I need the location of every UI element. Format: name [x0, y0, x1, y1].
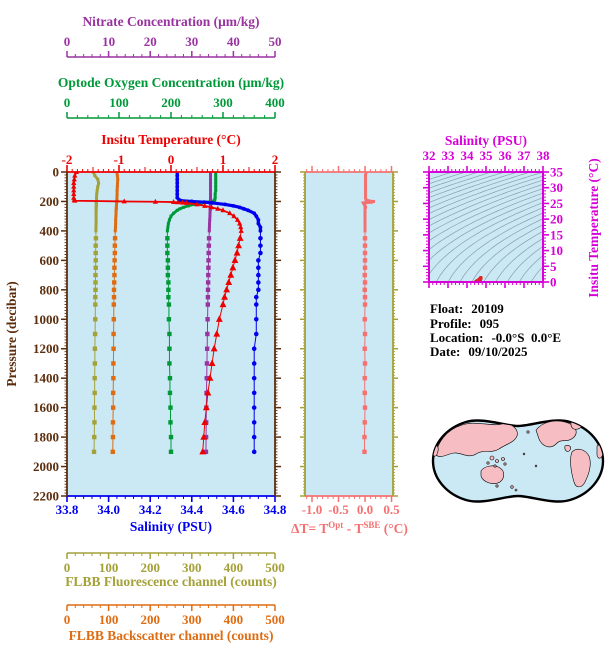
nitrate-ruler: 0 10 20 30 40 50 — [64, 34, 282, 58]
tick-label: 0 — [64, 612, 71, 627]
tick-label: 400 — [265, 95, 285, 110]
profile-curves — [71, 172, 263, 455]
ts-salinity-title: Salinity (PSU) — [445, 133, 527, 148]
tick-label: 5 — [550, 259, 557, 274]
main-profile-plot: -2 -1 0 1 2 33.8 34.0 34.2 34.4 34.6 34.8 0 200 400 60… — [33, 152, 287, 517]
info-location: Location: -0.0°S 0.0°E — [430, 330, 561, 345]
tick-label: 2 — [272, 152, 279, 167]
nitrate-axis-title: Nitrate Concentration (μm/kg) — [82, 14, 259, 29]
backscatter-ruler: 0 100 200 300 400 500 — [64, 604, 285, 627]
tick-label: 100 — [99, 560, 119, 575]
world-map — [431, 419, 605, 503]
tick-label: -1.0 — [302, 502, 323, 517]
tick-label: 50 — [269, 34, 282, 49]
tick-label: 0 — [64, 95, 71, 110]
info-date: Date: 09/10/2025 — [430, 344, 528, 359]
tick-label: 0 — [168, 152, 175, 167]
tick-label: 1000 — [33, 312, 59, 327]
tick-label: 33.8 — [56, 502, 79, 517]
tick-label: 30 — [550, 180, 563, 195]
tick-label: 30 — [185, 34, 198, 49]
tick-label: 1400 — [33, 371, 59, 386]
sigma-theta-contours — [429, 172, 543, 282]
tick-label: 200 — [40, 194, 60, 209]
tick-label: 34.4 — [180, 502, 203, 517]
fluorescence-axis-title: FLBB Fluorescence channel (counts) — [65, 574, 277, 589]
tick-label: 34.6 — [222, 502, 245, 517]
tick-label: 35 — [480, 148, 494, 163]
tick-label: 0 — [64, 34, 71, 49]
tick-label: 32 — [423, 148, 436, 163]
delta-t-axis-title: ΔT= TOpt - TSBE (°C) — [291, 520, 408, 536]
tick-label: 33 — [442, 148, 456, 163]
tick-label: 1600 — [33, 400, 59, 415]
tick-label: 400 — [224, 612, 244, 627]
tick-label: 25 — [550, 196, 564, 211]
tick-label: 34.8 — [264, 502, 287, 517]
tick-label: 38 — [537, 148, 551, 163]
tick-label: 0 — [550, 275, 557, 290]
map-landmasses — [433, 420, 603, 492]
delta-plot-background — [305, 172, 393, 496]
tick-label: -2 — [62, 152, 73, 167]
fluorescence-ruler: 0 100 200 300 400 500 — [64, 552, 285, 575]
tick-label: 0.0 — [357, 502, 373, 517]
delta-t-curve — [360, 172, 375, 455]
tick-label: 37 — [518, 148, 532, 163]
tick-label: 100 — [109, 95, 129, 110]
info-float: Float: 20109 — [430, 301, 504, 316]
tick-label: 300 — [213, 95, 233, 110]
info-profile: Profile: 095 — [430, 316, 500, 331]
tick-label: 600 — [40, 253, 60, 268]
tick-label: 800 — [40, 282, 60, 297]
tick-label: 40 — [227, 34, 240, 49]
tick-label: 300 — [182, 560, 202, 575]
tick-label: 1200 — [33, 341, 59, 356]
tick-label: 2200 — [33, 489, 59, 504]
tick-label: 400 — [224, 560, 244, 575]
tick-label: 300 — [182, 612, 202, 627]
tick-label: 36 — [499, 148, 513, 163]
tick-label: 0 — [64, 560, 71, 575]
salinity-axis-title: Salinity (PSU) — [130, 519, 212, 534]
tick-label: 34.0 — [97, 502, 120, 517]
tick-label: -0.5 — [328, 502, 349, 517]
tick-label: 34 — [461, 148, 475, 163]
pressure-axis-title: Pressure (decibar) — [4, 281, 19, 387]
tick-label: 20 — [550, 212, 563, 227]
tick-label: 20 — [144, 34, 157, 49]
tick-label: 400 — [40, 223, 60, 238]
oxygen-axis-title: Optode Oxygen Concentration (μm/kg) — [58, 75, 284, 90]
tick-label: 2000 — [33, 459, 59, 474]
tick-label: 1 — [220, 152, 227, 167]
tick-label: 0 — [53, 165, 60, 180]
tick-label: -1 — [114, 152, 125, 167]
tick-label: 10 — [550, 243, 563, 258]
tick-label: 35 — [550, 165, 564, 180]
tick-label: 200 — [140, 560, 160, 575]
oxygen-ruler: 0 100 200 300 400 — [64, 95, 285, 119]
float-info: Float: 20109 Profile: 095 Location: -0.0°S … — [430, 301, 561, 359]
ts-profile-points — [474, 276, 483, 282]
tick-label: 34.2 — [139, 502, 162, 517]
tick-label: 500 — [265, 560, 285, 575]
tick-label: 200 — [140, 612, 160, 627]
ts-temperature-title: Insitu Temperature (°C) — [586, 158, 601, 297]
temperature-axis-title: Insitu Temperature (°C) — [101, 132, 240, 147]
tick-label: 1800 — [33, 430, 59, 445]
delta-t-plot: -1.0 -0.5 0.0 0.5 — [300, 166, 400, 517]
tick-label: 15 — [550, 227, 564, 242]
tick-label: 500 — [265, 612, 285, 627]
tick-label: 10 — [102, 34, 115, 49]
tick-label: 100 — [99, 612, 119, 627]
backscatter-axis-title: FLBB Backscatter channel (counts) — [69, 628, 274, 643]
tick-label: 0.5 — [383, 502, 400, 517]
tick-label: 200 — [161, 95, 181, 110]
